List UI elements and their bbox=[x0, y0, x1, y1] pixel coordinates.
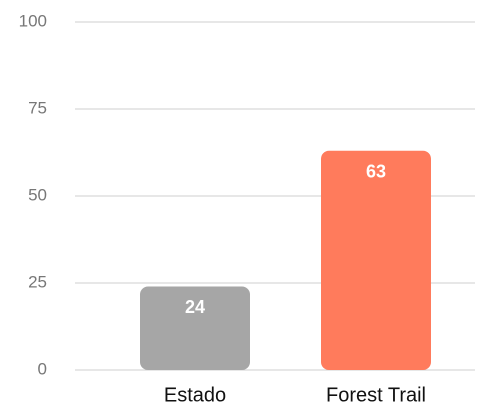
y-tick-label: 75 bbox=[28, 98, 47, 117]
y-tick-label: 0 bbox=[38, 359, 47, 378]
bar bbox=[140, 286, 250, 370]
value-label: 24 bbox=[185, 297, 205, 317]
y-tick-label: 50 bbox=[28, 185, 47, 204]
x-tick-label: Estado bbox=[164, 384, 226, 406]
y-tick-label: 25 bbox=[28, 272, 47, 291]
value-label: 63 bbox=[366, 162, 386, 182]
y-tick-label: 100 bbox=[19, 11, 47, 30]
x-tick-label: Forest Trail bbox=[326, 384, 426, 406]
bar bbox=[321, 150, 431, 370]
